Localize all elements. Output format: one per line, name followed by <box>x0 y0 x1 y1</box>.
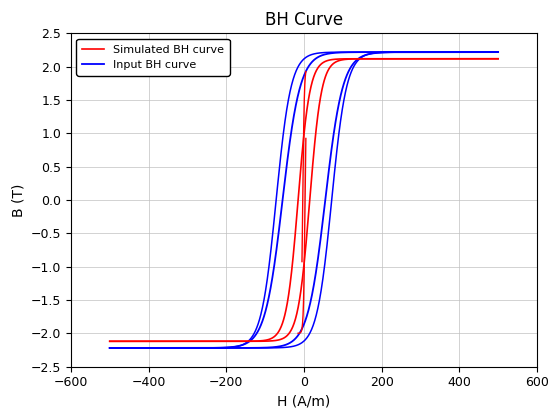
Legend: Simulated BH curve, Input BH curve: Simulated BH curve, Input BH curve <box>77 39 230 76</box>
Title: BH Curve: BH Curve <box>265 11 343 29</box>
X-axis label: H (A/m): H (A/m) <box>277 395 330 409</box>
Y-axis label: B (T): B (T) <box>11 184 25 217</box>
